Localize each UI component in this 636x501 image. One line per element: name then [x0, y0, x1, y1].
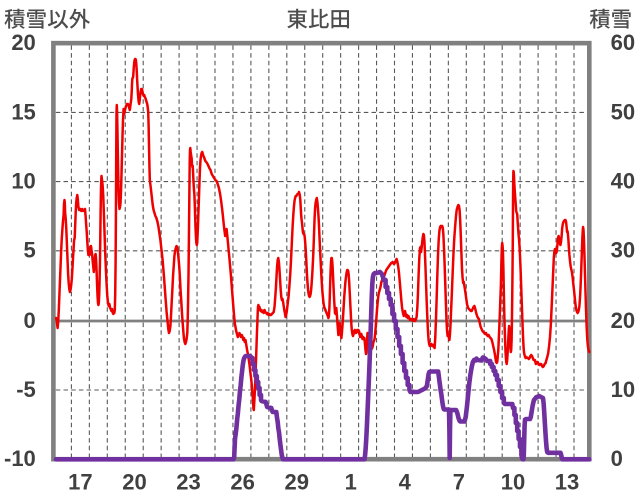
svg-text:10: 10	[11, 169, 35, 194]
svg-text:23: 23	[176, 469, 200, 494]
svg-text:29: 29	[284, 469, 308, 494]
svg-text:17: 17	[68, 469, 92, 494]
svg-text:-5: -5	[16, 377, 36, 402]
svg-text:26: 26	[230, 469, 254, 494]
svg-text:40: 40	[611, 169, 635, 194]
svg-text:20: 20	[122, 469, 146, 494]
svg-text:13: 13	[555, 469, 579, 494]
svg-text:50: 50	[611, 99, 635, 124]
svg-text:5: 5	[24, 238, 36, 263]
svg-text:20: 20	[611, 308, 635, 333]
svg-text:0: 0	[611, 446, 623, 471]
svg-text:15: 15	[11, 99, 35, 124]
svg-text:10: 10	[501, 469, 525, 494]
svg-text:0: 0	[24, 308, 36, 333]
svg-text:-10: -10	[4, 446, 36, 471]
svg-text:10: 10	[611, 377, 635, 402]
svg-text:60: 60	[611, 30, 635, 55]
svg-text:30: 30	[611, 238, 635, 263]
svg-text:7: 7	[453, 469, 465, 494]
svg-text:20: 20	[11, 30, 35, 55]
svg-text:4: 4	[399, 469, 412, 494]
svg-text:1: 1	[345, 469, 357, 494]
